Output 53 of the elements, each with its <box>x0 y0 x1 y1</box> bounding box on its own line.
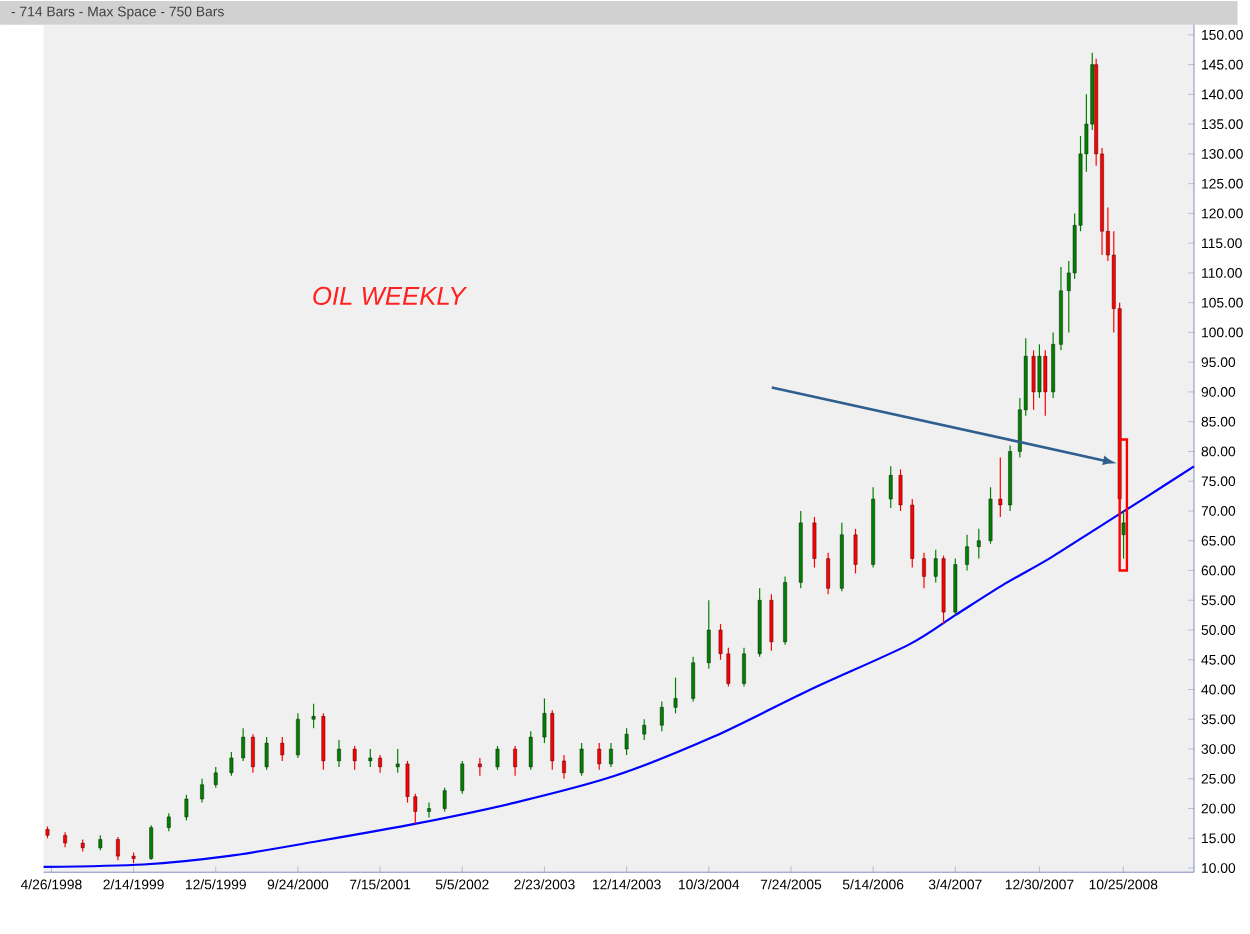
candlestick <box>1051 332 1056 399</box>
candlestick <box>562 754 566 780</box>
candlestick <box>988 486 993 545</box>
candlestick <box>280 736 285 762</box>
candlestick <box>264 736 269 771</box>
candlestick <box>200 778 204 804</box>
candlestick <box>922 552 926 590</box>
candlestick <box>976 528 981 560</box>
candlestick <box>229 751 234 777</box>
candlestick <box>427 802 431 819</box>
candlestick <box>812 516 817 569</box>
candlestick <box>251 733 255 774</box>
candlestick <box>550 709 555 771</box>
candlestick <box>624 727 629 756</box>
candlestick <box>116 836 120 862</box>
candlestick <box>953 558 958 616</box>
candlestick <box>149 824 154 861</box>
candlestick <box>673 677 678 715</box>
candlestick <box>597 742 602 771</box>
candlestick <box>352 745 357 771</box>
candlestick <box>241 727 246 762</box>
candlestick <box>337 739 341 768</box>
candlestick <box>513 745 517 777</box>
candlestick <box>742 647 746 688</box>
text: OIL WEEKLY <box>313 287 468 306</box>
candlestick <box>769 593 774 652</box>
candlestick <box>853 528 858 575</box>
candlestick <box>405 760 410 804</box>
candlestick <box>579 742 584 777</box>
candlestick <box>184 794 189 822</box>
candlestick <box>691 656 696 703</box>
candlestick <box>659 700 664 732</box>
candlestick <box>321 712 326 771</box>
candlestick <box>460 760 465 795</box>
candlestick <box>998 456 1003 518</box>
candlestick <box>1031 349 1036 411</box>
candlestick <box>213 766 218 789</box>
candlestick <box>888 465 893 509</box>
candlestick <box>826 552 831 596</box>
candlestick <box>442 787 447 813</box>
candlestick <box>478 757 482 777</box>
candlestick <box>642 718 647 741</box>
candlestick <box>609 742 613 768</box>
candlestick <box>296 712 300 759</box>
candlestick <box>1037 343 1042 399</box>
candlestick <box>706 599 711 670</box>
candlestick <box>965 534 969 572</box>
candlestick <box>1043 349 1048 417</box>
candlestick <box>495 745 500 771</box>
candlestick <box>395 748 400 774</box>
candlestick <box>311 703 316 729</box>
candlestick <box>898 468 903 512</box>
candlestick <box>528 730 533 771</box>
